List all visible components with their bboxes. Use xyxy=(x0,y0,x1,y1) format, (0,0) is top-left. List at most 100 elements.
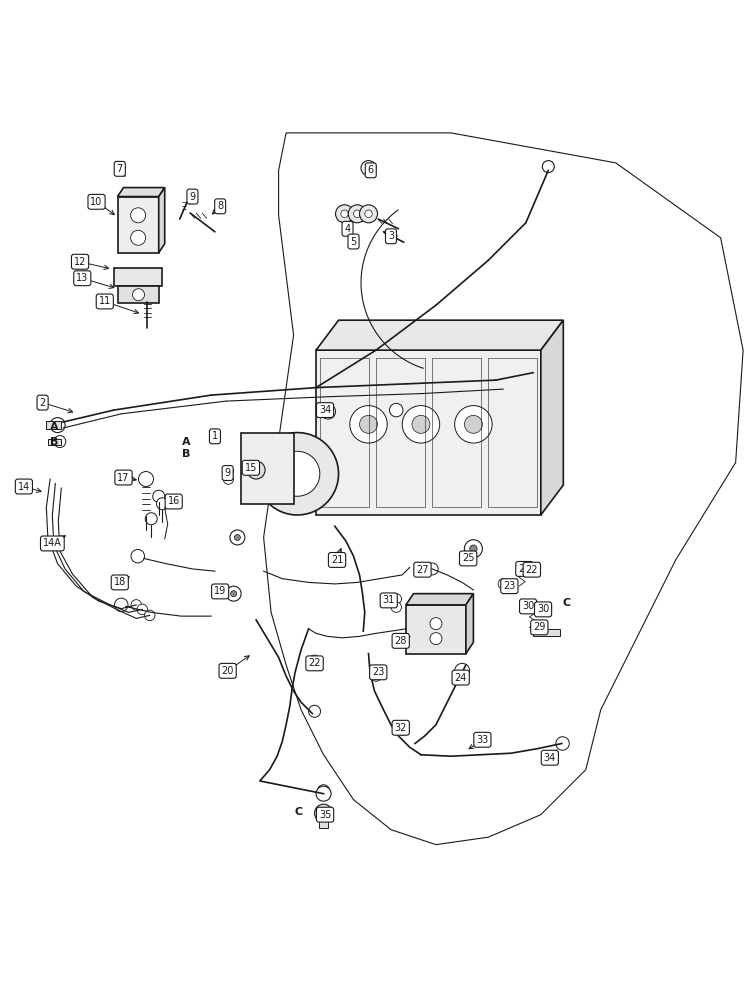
Circle shape xyxy=(350,406,387,443)
Bar xyxy=(320,358,368,507)
Circle shape xyxy=(359,415,378,433)
Text: A: A xyxy=(50,422,58,432)
Text: 18: 18 xyxy=(114,577,126,587)
Text: 4: 4 xyxy=(344,224,350,234)
Text: 9: 9 xyxy=(190,192,196,202)
Circle shape xyxy=(371,671,381,681)
Circle shape xyxy=(402,406,440,443)
Circle shape xyxy=(145,513,157,525)
Text: 20: 20 xyxy=(222,666,234,676)
Text: 21: 21 xyxy=(331,555,343,565)
Circle shape xyxy=(470,545,478,552)
Circle shape xyxy=(132,289,144,301)
Text: 15: 15 xyxy=(244,463,257,473)
Circle shape xyxy=(455,663,470,678)
Text: 6: 6 xyxy=(368,165,374,175)
Circle shape xyxy=(50,418,65,433)
Text: 30: 30 xyxy=(537,604,549,614)
Text: 35: 35 xyxy=(319,810,331,820)
Text: 26: 26 xyxy=(518,564,530,574)
Circle shape xyxy=(498,579,508,589)
Circle shape xyxy=(231,591,237,597)
Circle shape xyxy=(235,534,241,540)
Text: 34: 34 xyxy=(544,753,556,763)
FancyBboxPatch shape xyxy=(406,605,466,654)
Bar xyxy=(376,358,425,507)
Circle shape xyxy=(465,415,482,433)
Text: 32: 32 xyxy=(395,723,407,733)
Circle shape xyxy=(455,406,492,443)
Text: 22: 22 xyxy=(526,565,538,575)
Circle shape xyxy=(353,210,361,218)
Text: 30: 30 xyxy=(522,601,534,611)
Bar xyxy=(47,421,62,429)
Text: 5: 5 xyxy=(350,237,356,247)
Text: 29: 29 xyxy=(533,622,545,632)
Bar xyxy=(488,358,537,507)
Polygon shape xyxy=(159,188,165,253)
Text: 23: 23 xyxy=(503,581,516,591)
Circle shape xyxy=(390,403,403,417)
Circle shape xyxy=(361,161,376,176)
Bar xyxy=(432,358,481,507)
Circle shape xyxy=(308,705,320,717)
Circle shape xyxy=(412,415,430,433)
Text: 7: 7 xyxy=(117,164,123,174)
Bar xyxy=(241,433,293,504)
Text: 11: 11 xyxy=(99,296,111,306)
Circle shape xyxy=(465,540,482,558)
Circle shape xyxy=(131,549,144,563)
Text: 34: 34 xyxy=(319,405,331,415)
Text: 27: 27 xyxy=(416,565,429,575)
Text: 1: 1 xyxy=(212,431,218,441)
Polygon shape xyxy=(541,320,563,515)
Circle shape xyxy=(341,210,348,218)
Text: 19: 19 xyxy=(214,586,226,596)
Circle shape xyxy=(230,530,245,545)
Bar xyxy=(117,286,159,303)
Text: 9: 9 xyxy=(225,468,231,478)
FancyBboxPatch shape xyxy=(117,197,159,253)
Circle shape xyxy=(542,161,554,173)
Circle shape xyxy=(317,785,329,797)
Circle shape xyxy=(314,804,332,822)
Bar xyxy=(533,629,559,636)
Circle shape xyxy=(391,602,402,612)
Circle shape xyxy=(144,610,155,621)
Circle shape xyxy=(274,451,320,496)
Circle shape xyxy=(223,474,234,484)
Circle shape xyxy=(114,598,128,612)
Text: 14A: 14A xyxy=(43,538,62,548)
Circle shape xyxy=(520,563,532,575)
Circle shape xyxy=(247,461,265,479)
Text: 16: 16 xyxy=(168,496,180,506)
Circle shape xyxy=(430,633,442,645)
Circle shape xyxy=(320,809,327,817)
Circle shape xyxy=(131,230,146,245)
Text: B: B xyxy=(50,437,58,447)
Circle shape xyxy=(256,433,338,515)
Text: 24: 24 xyxy=(454,673,467,683)
FancyBboxPatch shape xyxy=(316,350,541,515)
Circle shape xyxy=(226,586,241,601)
Circle shape xyxy=(556,737,569,750)
Bar xyxy=(319,815,328,828)
Polygon shape xyxy=(466,594,474,654)
Text: 10: 10 xyxy=(90,197,103,207)
Circle shape xyxy=(396,723,408,735)
Text: 31: 31 xyxy=(383,595,395,605)
Circle shape xyxy=(348,205,366,223)
Circle shape xyxy=(137,604,147,615)
Circle shape xyxy=(391,594,402,604)
Circle shape xyxy=(320,404,335,419)
Text: 33: 33 xyxy=(476,735,489,745)
Text: A: A xyxy=(182,437,191,447)
Polygon shape xyxy=(117,188,165,197)
Circle shape xyxy=(374,666,385,676)
Text: B: B xyxy=(182,449,191,459)
Text: 28: 28 xyxy=(395,636,407,646)
Polygon shape xyxy=(406,594,474,605)
Bar xyxy=(114,268,162,286)
Text: 17: 17 xyxy=(117,473,129,483)
Circle shape xyxy=(308,655,320,667)
